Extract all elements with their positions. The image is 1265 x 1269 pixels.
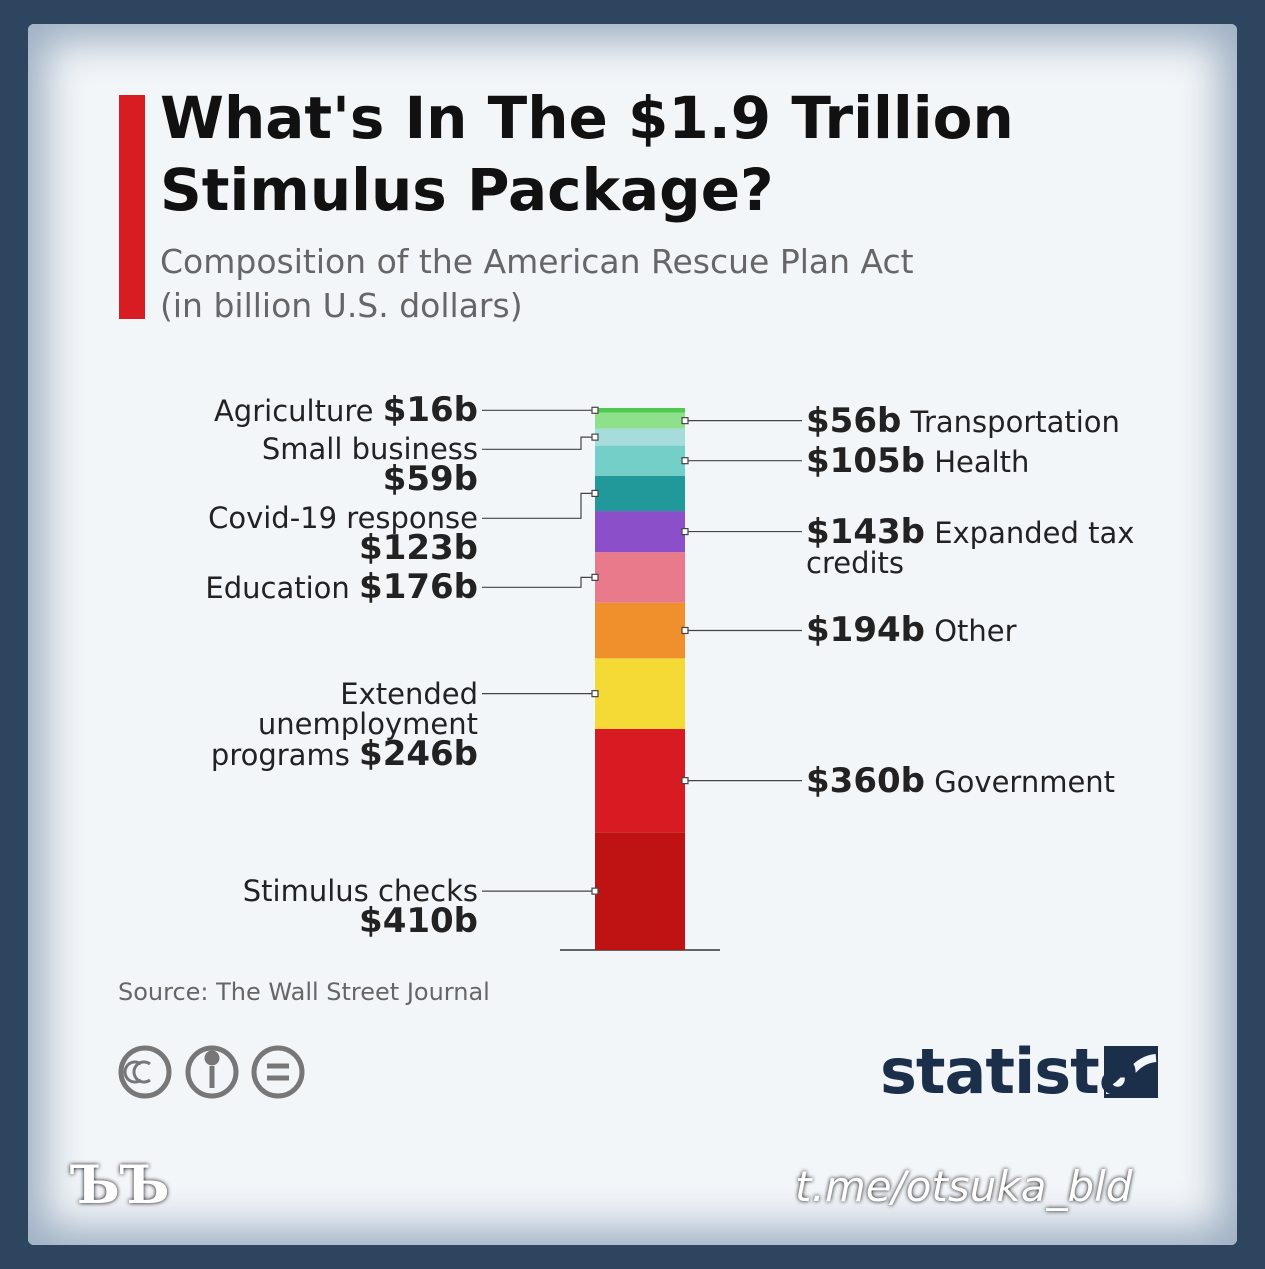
connector: [482, 576, 595, 588]
value-label: $410b: [359, 901, 478, 942]
bar-segment: [595, 445, 685, 476]
data-label: Education $176b: [188, 570, 478, 606]
bar-segment: [595, 408, 685, 413]
watermark: t.me/otsuka_bld: [795, 1162, 1133, 1211]
data-label: Covid-19 response $123b: [188, 501, 478, 565]
data-label: Extended unemployment programs $246b: [188, 676, 478, 772]
data-label: Small business $59b: [188, 432, 478, 496]
series-name: Expanded tax credits: [806, 515, 1135, 580]
value-label: $176b: [359, 567, 478, 608]
connector-dot: [591, 433, 599, 441]
connector-dot: [681, 417, 689, 425]
brand: statista: [880, 1035, 1141, 1108]
series-name: Stimulus checks: [242, 874, 478, 909]
title-accent: [119, 95, 145, 319]
connector-dot: [681, 626, 689, 635]
series-name: Agriculture: [213, 394, 374, 429]
data-label: Agriculture $16b: [188, 393, 478, 429]
data-label: $360b Government: [806, 764, 1146, 799]
value-label: $360b: [806, 760, 925, 801]
data-label: $56b Transportation: [806, 404, 1146, 439]
value-label: $143b: [806, 511, 925, 552]
source: Source: The Wall Street Journal: [118, 978, 490, 1006]
connector-dot: [591, 406, 599, 414]
chart-subtitle: Composition of the American Rescue Plan …: [160, 242, 914, 325]
bar-segment: [595, 728, 685, 833]
data-label: Stimulus checks $410b: [188, 874, 478, 938]
series-name: Covid-19 response: [208, 501, 478, 536]
watermark: ЪЪ: [70, 1155, 170, 1216]
connector: [482, 436, 595, 450]
bar-segment: [595, 511, 685, 553]
value-label: $123b: [359, 528, 478, 569]
chart-title: What's In The $1.9 Trillion Stimulus Pac…: [160, 84, 1014, 224]
data-label: $105b Health: [806, 444, 1146, 479]
series-name: Education: [205, 571, 350, 606]
connector-dot: [681, 777, 689, 785]
value-label: $59b: [382, 459, 478, 500]
value-label: $246b: [359, 733, 478, 774]
value-label: $56b: [806, 400, 902, 441]
connector-dot: [591, 887, 599, 895]
value-label: $194b: [806, 610, 925, 651]
series-name: Health: [934, 444, 1030, 479]
bar-segment: [595, 428, 685, 446]
series-name: Transportation: [910, 404, 1120, 439]
connector: [482, 492, 595, 519]
bar-segment: [595, 602, 685, 659]
series-name: Government: [934, 764, 1116, 799]
value-label: $105b: [806, 440, 925, 481]
bar-segment: [595, 832, 685, 950]
bar-segment: [595, 412, 685, 429]
series-name: Extended unemployment programs: [210, 676, 478, 772]
series-name: Small business: [261, 432, 478, 467]
data-label: $143b Expanded tax credits: [806, 515, 1146, 580]
bar-segment: [595, 552, 685, 603]
brand-logo: [1104, 1046, 1158, 1098]
data-label: $194b Other: [806, 613, 1146, 649]
bar-segment: [595, 658, 685, 729]
series-name: Other: [934, 614, 1017, 649]
license-icons: [118, 1045, 305, 1099]
connector-dot: [591, 573, 599, 581]
bar-segment: [595, 475, 685, 512]
connector-dot: [591, 690, 599, 698]
value-label: $16b: [382, 390, 478, 431]
connector-dot: [591, 489, 599, 498]
connector-dot: [681, 527, 689, 536]
connector-dot: [681, 457, 689, 465]
